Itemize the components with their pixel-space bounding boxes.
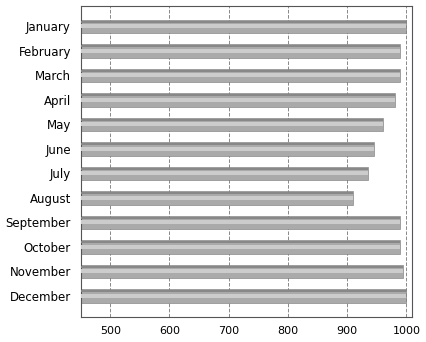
Bar: [81, 118, 383, 131]
Bar: [81, 216, 400, 229]
Bar: [81, 20, 406, 33]
Bar: [81, 93, 394, 107]
Bar: [81, 142, 374, 156]
Bar: [81, 196, 353, 200]
Bar: [81, 294, 406, 298]
Bar: [81, 245, 400, 249]
Bar: [81, 266, 403, 268]
Bar: [81, 21, 406, 23]
Bar: [81, 98, 394, 102]
Bar: [81, 70, 400, 72]
Bar: [81, 191, 353, 205]
Bar: [81, 289, 406, 303]
Bar: [81, 69, 400, 82]
Bar: [81, 44, 400, 58]
Bar: [81, 119, 383, 121]
Bar: [81, 171, 368, 175]
Bar: [81, 192, 353, 194]
Bar: [81, 240, 400, 254]
Bar: [81, 220, 400, 224]
Bar: [81, 147, 374, 151]
Bar: [81, 269, 403, 273]
Bar: [81, 122, 383, 127]
Bar: [81, 49, 400, 53]
Bar: [81, 24, 406, 28]
Bar: [81, 45, 400, 47]
Bar: [81, 74, 400, 77]
Bar: [81, 143, 374, 145]
Bar: [81, 241, 400, 243]
Bar: [81, 168, 368, 170]
Bar: [81, 265, 403, 278]
Bar: [81, 290, 406, 292]
Bar: [81, 167, 368, 180]
Bar: [81, 216, 400, 219]
Bar: [81, 94, 394, 96]
